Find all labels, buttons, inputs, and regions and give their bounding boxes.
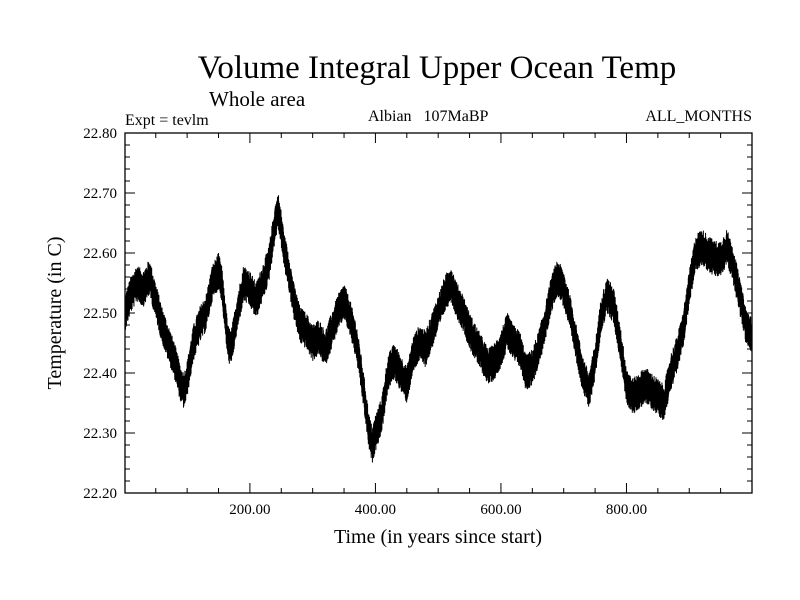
series-line bbox=[124, 195, 753, 463]
experiment-label: Expt = tevlm bbox=[125, 112, 209, 129]
period-label: Albian 107MaBP bbox=[368, 108, 489, 125]
chart-subtitle: Whole area bbox=[209, 87, 306, 111]
y-axis-label: Temperature (in C) bbox=[44, 237, 66, 390]
months-label: ALL_MONTHS bbox=[645, 108, 752, 125]
y-tick-label: 22.80 bbox=[83, 126, 117, 142]
y-tick-label: 22.30 bbox=[83, 426, 117, 442]
plot-frame bbox=[124, 132, 753, 494]
y-tick-labels: 22.20 22.30 22.40 22.50 22.60 22.70 22.80 bbox=[83, 126, 117, 502]
chart-title: Volume Integral Upper Ocean Temp bbox=[198, 50, 676, 86]
y-tick-label: 22.60 bbox=[83, 246, 117, 262]
y-tick-label: 22.40 bbox=[83, 366, 117, 382]
y-tick-label: 22.70 bbox=[83, 186, 117, 202]
y-tick-label: 22.50 bbox=[83, 306, 117, 322]
x-tick-label: 200.00 bbox=[229, 502, 270, 518]
x-tick-label: 400.00 bbox=[355, 502, 396, 518]
y-tick-label: 22.20 bbox=[83, 486, 117, 502]
data-layer bbox=[124, 195, 753, 463]
x-tick-labels: 200.00 400.00 600.00 800.00 bbox=[229, 502, 647, 518]
x-axis-label: Time (in years since start) bbox=[334, 526, 542, 548]
x-tick-label: 800.00 bbox=[606, 502, 647, 518]
x-tick-label: 600.00 bbox=[480, 502, 521, 518]
